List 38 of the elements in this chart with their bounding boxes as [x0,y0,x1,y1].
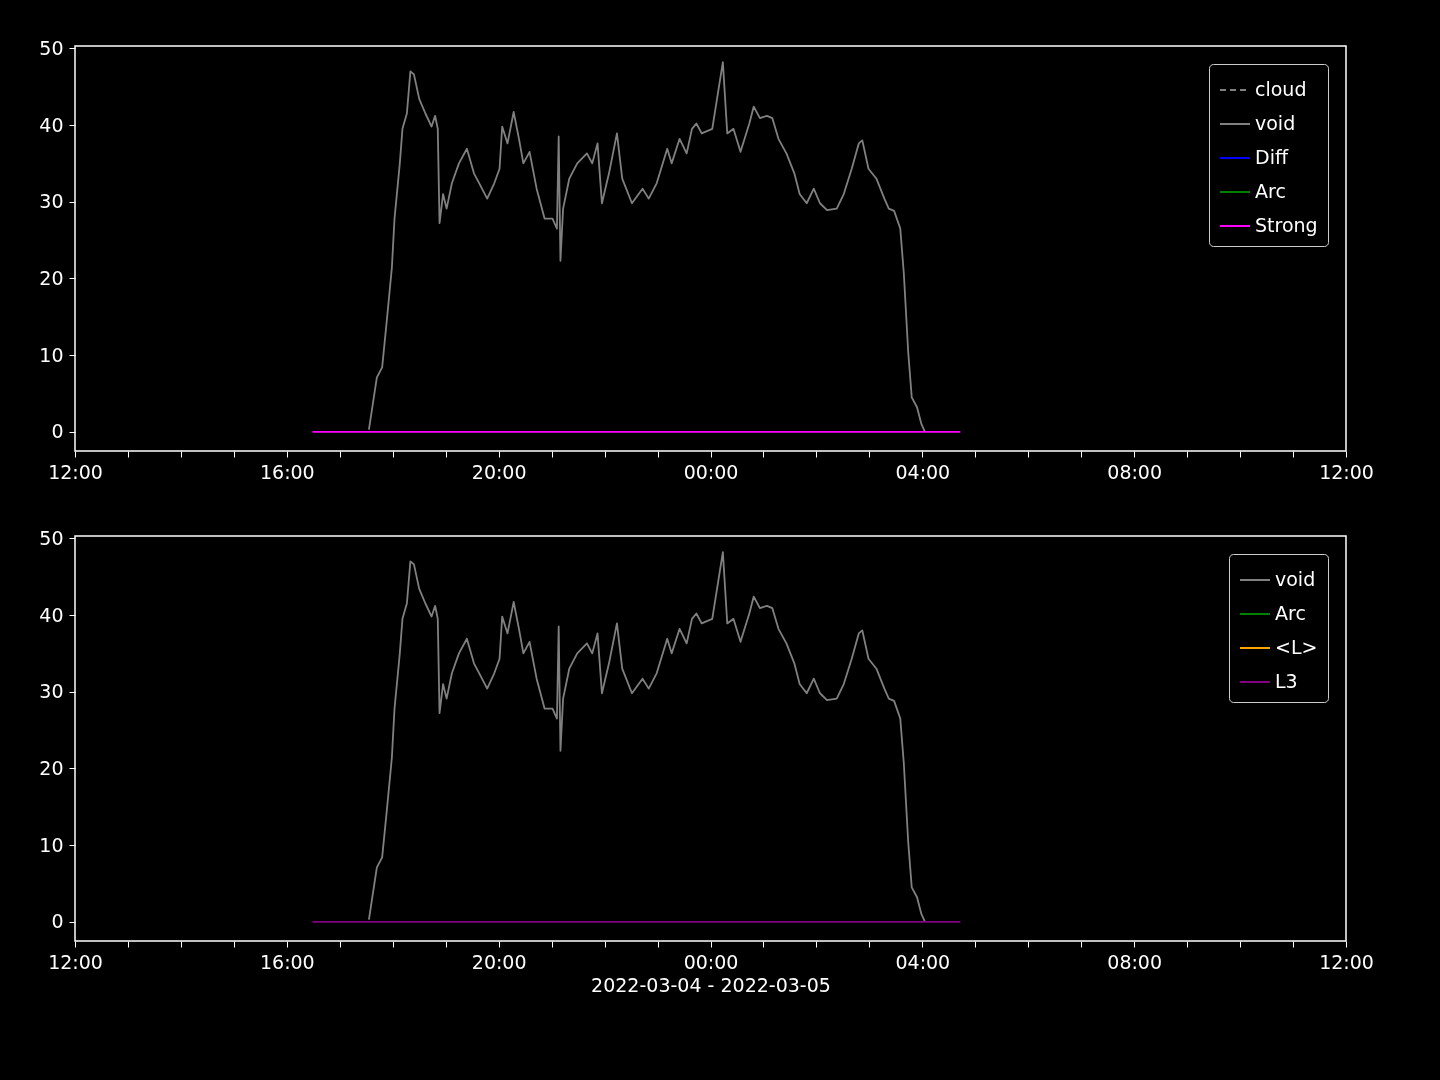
y-tick-label: 30 [39,680,64,703]
legend-label: Arc [1255,180,1286,202]
legend-label: Strong [1255,214,1318,236]
x-tick-label: 12:00 [1319,950,1374,973]
x-tick-label: 12:00 [1319,460,1374,483]
x-tick-label: 16:00 [259,950,315,973]
x-tick-label: 12:00 [48,460,103,483]
y-tick-label: 50 [39,36,64,59]
y-tick-label: 40 [39,603,64,626]
legend-label: <L> [1275,636,1318,658]
y-tick-label: 40 [39,113,64,136]
y-tick-label: 20 [39,266,64,289]
legend-label: L3 [1275,670,1298,692]
legend-label: cloud [1255,78,1307,100]
x-tick-label: 16:00 [259,460,315,483]
x-tick-label: 00:00 [683,460,739,483]
x-tick-label: 08:00 [1107,950,1163,973]
y-tick-label: 20 [39,756,64,779]
legend-label: void [1275,568,1316,590]
x-tick-label: 12:00 [48,950,103,973]
legend-label: Diff [1255,146,1289,168]
legend-label: void [1255,112,1296,134]
y-tick-label: 0 [51,910,64,933]
y-tick-label: 10 [39,833,64,856]
x-tick-label: 20:00 [471,460,527,483]
y-tick-label: 10 [39,343,64,366]
x-tick-label: 08:00 [1107,460,1163,483]
x-tick-label: 04:00 [895,460,951,483]
y-tick-label: 50 [39,526,64,549]
x-axis-title: 2022-03-04 - 2022-03-05 [591,973,831,996]
line-series [368,551,926,923]
x-tick-label: 04:00 [895,950,951,973]
legend-label: Arc [1275,602,1306,624]
x-tick-label: 20:00 [471,950,527,973]
y-tick-label: 30 [39,190,64,213]
line-series [368,61,926,433]
x-tick-label: 00:00 [683,950,739,973]
y-tick-label: 0 [51,420,64,443]
